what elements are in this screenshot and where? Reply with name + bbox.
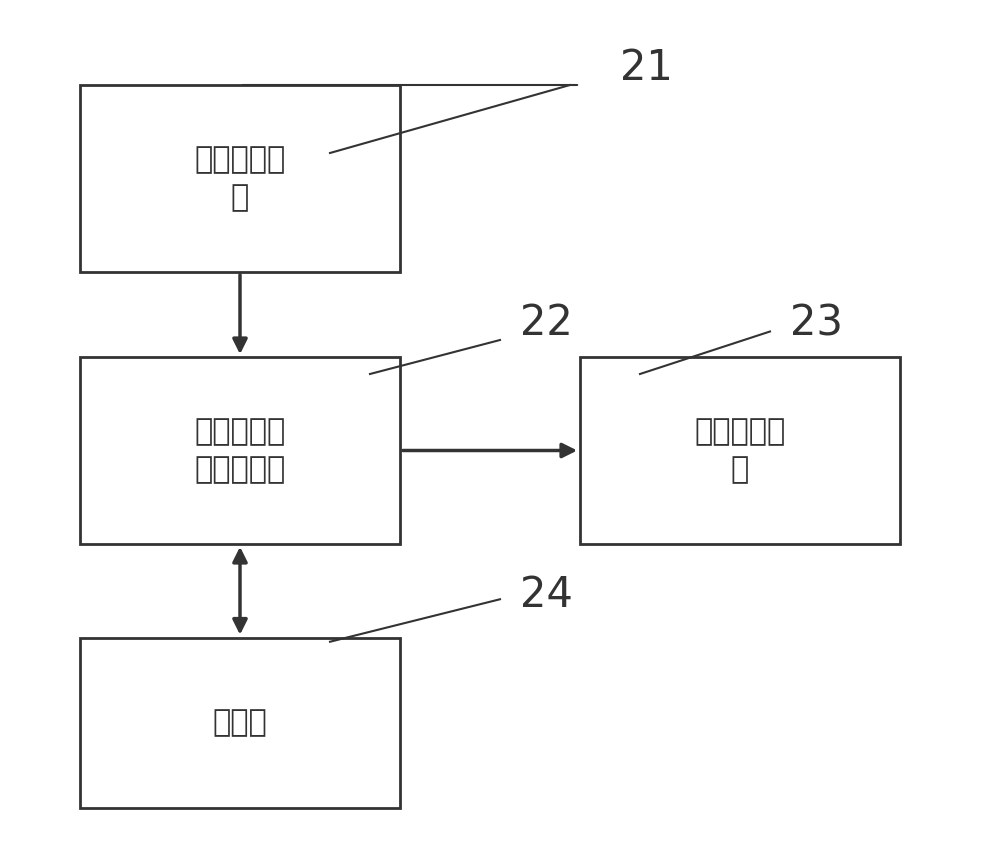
Text: 21: 21 xyxy=(620,47,673,89)
Text: 23: 23 xyxy=(790,302,843,344)
FancyBboxPatch shape xyxy=(80,85,400,272)
FancyBboxPatch shape xyxy=(580,357,900,544)
Text: 锂电池: 锂电池 xyxy=(213,708,267,737)
Text: 22: 22 xyxy=(520,302,573,344)
Text: 锂电池充放
电保护电路: 锂电池充放 电保护电路 xyxy=(194,416,286,484)
Text: 24: 24 xyxy=(520,574,573,616)
FancyBboxPatch shape xyxy=(80,357,400,544)
FancyBboxPatch shape xyxy=(80,638,400,808)
Text: 电平转换电
路: 电平转换电 路 xyxy=(694,416,786,484)
Text: 无线充电电
路: 无线充电电 路 xyxy=(194,144,286,212)
